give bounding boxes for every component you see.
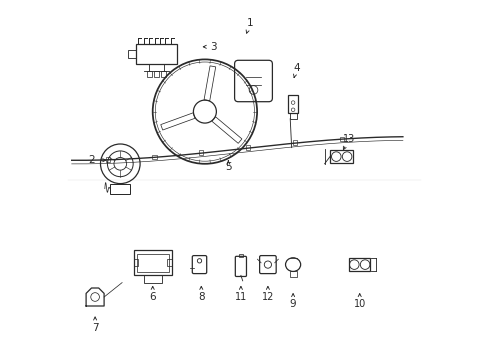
Bar [161,71,166,77]
Bar [339,136,343,141]
Bar [289,113,296,119]
Bar [110,184,130,194]
Bar [329,150,353,163]
Bar [239,254,242,257]
Text: 9: 9 [289,299,296,309]
Text: 7: 7 [92,323,98,333]
Text: 10: 10 [353,299,365,309]
Bar [146,71,151,77]
Text: 6: 6 [149,292,156,302]
Bar [135,44,177,64]
Text: 11: 11 [234,292,246,302]
Bar [143,275,162,283]
Bar [292,140,296,145]
Bar [137,254,168,272]
Text: 4: 4 [293,63,300,73]
Bar [152,155,156,159]
Bar [167,259,171,266]
Bar [199,150,203,154]
Text: 1: 1 [246,18,253,28]
Text: 5: 5 [224,162,231,172]
Bar [134,250,171,275]
Bar [105,157,110,162]
Bar [245,145,250,149]
Bar [287,95,298,113]
Bar [134,259,138,266]
Bar [153,71,159,77]
Text: 8: 8 [198,292,204,302]
Bar [289,271,296,277]
Text: 12: 12 [261,292,274,302]
Text: 3: 3 [210,42,217,52]
Bar [127,50,135,58]
Text: 2: 2 [88,155,95,165]
Text: 13: 13 [342,134,354,144]
Bar [348,258,370,271]
